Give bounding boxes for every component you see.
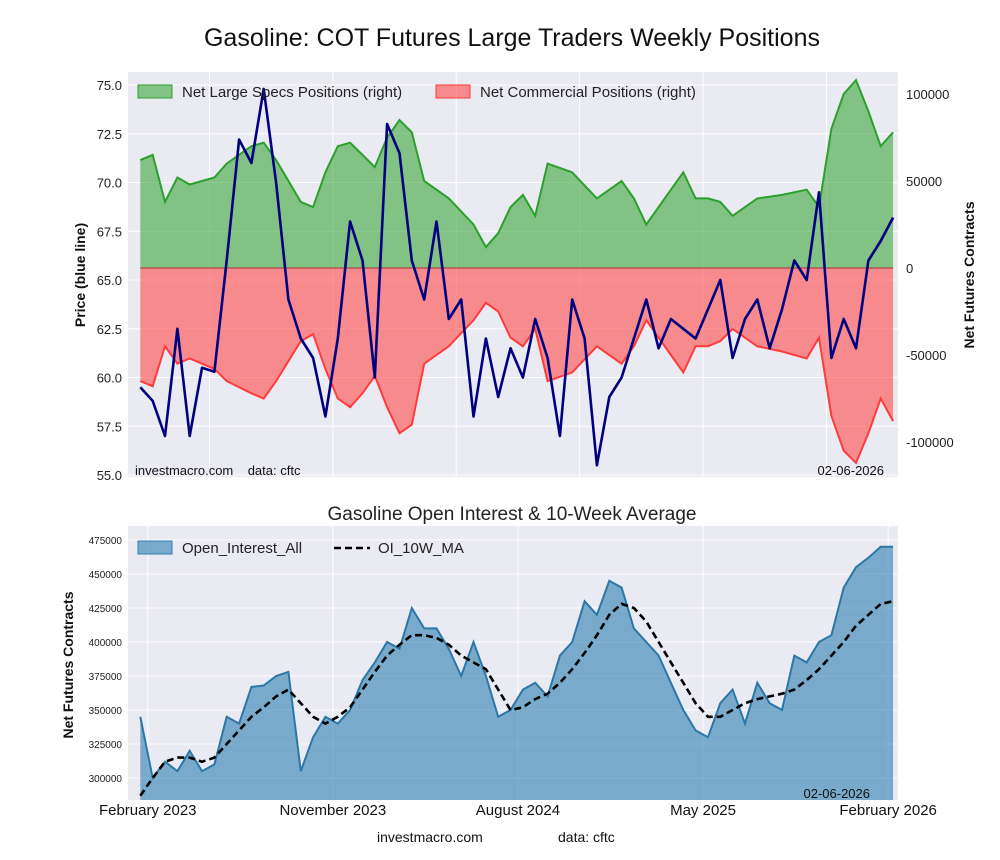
open-interest-title: Gasoline Open Interest & 10-Week Average xyxy=(328,504,697,525)
date-tick-label: February 2026 xyxy=(839,802,937,819)
price-axis-ticks: 55.0 57.5 60.0 62.5 65.0 67.5 70.0 72.5 75.0 xyxy=(97,78,122,483)
net-contracts-tick-label: 0 xyxy=(906,261,913,276)
positions-chart: 55.0 57.5 60.0 62.5 65.0 67.5 70.0 72.5 75.0 -10… xyxy=(72,72,977,483)
open-interest-tick-label: 475000 xyxy=(89,536,123,547)
price-line-group xyxy=(139,87,895,467)
open-interest-tick-label: 425000 xyxy=(89,604,123,615)
date-tick-label: May 2025 xyxy=(670,802,736,819)
open-interest-area xyxy=(140,546,894,800)
open-interest-tick-label: 350000 xyxy=(89,706,123,717)
legend-label-net-commercial: Net Commercial Positions (right) xyxy=(480,84,696,101)
net-contracts-axis-ticks: -100000 -50000 0 50000 100000 xyxy=(906,87,954,450)
positions-legend: Net Large Specs Positions (right) Net Co… xyxy=(137,84,696,101)
net-contracts-tick-label: -50000 xyxy=(906,348,946,363)
legend-swatch-net-large-specs xyxy=(137,84,173,99)
price-tick-label: 65.0 xyxy=(97,273,122,288)
price-tick-label: 70.0 xyxy=(97,176,122,191)
net-contracts-tick-label: -100000 xyxy=(906,435,954,450)
price-tick-label: 62.5 xyxy=(97,322,122,337)
net-contracts-axis-label: Net Futures Contracts xyxy=(961,201,977,348)
legend-swatch-net-commercial xyxy=(435,84,471,99)
net-contracts-tick-label: 50000 xyxy=(906,174,942,189)
price-axis-label: Price (blue line) xyxy=(72,223,88,327)
net-contracts-tick-label: 100000 xyxy=(906,87,949,102)
open-interest-tick-label: 450000 xyxy=(89,570,123,581)
footer-site: investmacro.com xyxy=(377,829,483,845)
open-interest-tick-label: 400000 xyxy=(89,638,123,649)
legend-swatch-open-interest xyxy=(137,540,173,555)
date-tick-label: August 2024 xyxy=(476,802,560,819)
date-tick-label: February 2023 xyxy=(99,802,197,819)
open-interest-tick-label: 325000 xyxy=(89,740,123,751)
oi-ma-line xyxy=(139,599,894,797)
open-interest-legend: Open_Interest_All OI_10W_MA xyxy=(137,540,464,557)
positions-source-note: investmacro.com data: cftc xyxy=(135,463,301,478)
price-tick-label: 57.5 xyxy=(97,419,122,434)
net-commercial-positions-right-outline xyxy=(139,301,894,465)
open-interest-chart: Gasoline Open Interest & 10-Week Average… xyxy=(60,504,937,819)
price-tick-label: 72.5 xyxy=(97,127,122,142)
footer-source: data: cftc xyxy=(558,829,615,845)
legend-label-open-interest: Open_Interest_All xyxy=(182,540,302,557)
net-large-specs-positions-right-area xyxy=(140,80,894,268)
oi-ma-line-group xyxy=(139,599,894,797)
positions-date-note: 02-06-2026 xyxy=(818,463,885,478)
open-interest-tick-label: 375000 xyxy=(89,672,123,683)
date-tick-label: November 2023 xyxy=(279,802,386,819)
open-interest-tick-label: 300000 xyxy=(89,774,123,785)
open-interest-axis-ticks: 300000 325000 350000 375000 400000 425000 4500… xyxy=(89,536,123,785)
date-axis-ticks: February 2023 November 2023 August 2024 May… xyxy=(99,802,937,819)
open-interest-area-group xyxy=(139,545,894,800)
legend-label-oi-ma: OI_10W_MA xyxy=(378,540,464,557)
price-line xyxy=(139,87,895,467)
open-interest-date-note: 02-06-2026 xyxy=(804,786,871,801)
price-tick-label: 55.0 xyxy=(97,468,122,483)
legend-label-net-large-specs: Net Large Specs Positions (right) xyxy=(182,84,402,101)
open-interest-axis-label: Net Futures Contracts xyxy=(60,591,76,738)
price-tick-label: 75.0 xyxy=(97,78,122,93)
price-tick-label: 60.0 xyxy=(97,371,122,386)
figure-title: Gasoline: COT Futures Large Traders Week… xyxy=(204,24,820,52)
price-tick-label: 67.5 xyxy=(97,224,122,239)
open-interest-outline xyxy=(139,545,894,781)
